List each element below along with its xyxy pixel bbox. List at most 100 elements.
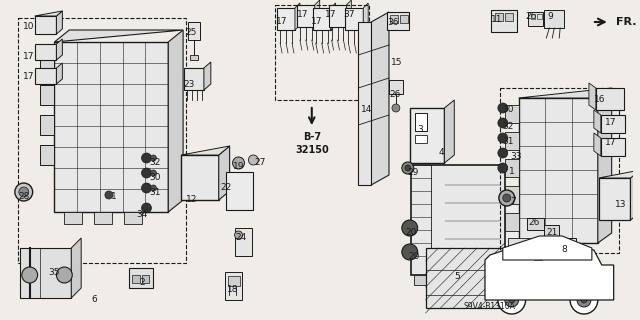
Text: 13: 13 [615,200,627,209]
Circle shape [581,297,587,303]
Bar [527,218,545,230]
Circle shape [150,185,156,191]
Bar [545,225,559,243]
Text: 17: 17 [23,72,35,81]
Circle shape [141,168,152,178]
Text: 24: 24 [235,233,246,242]
Bar [297,5,315,27]
Bar [54,42,168,212]
Polygon shape [219,146,230,200]
Bar [40,115,54,135]
Circle shape [232,157,244,169]
Polygon shape [315,0,320,27]
Polygon shape [594,133,601,156]
Polygon shape [503,236,592,260]
Circle shape [498,133,508,143]
Text: 17: 17 [276,17,288,26]
Text: 11: 11 [491,15,502,24]
Text: 17: 17 [325,10,337,19]
Bar [389,80,403,94]
Bar [94,212,112,224]
Bar [505,13,513,21]
Text: 15: 15 [391,58,403,67]
Bar [190,55,198,60]
Text: 37: 37 [344,10,355,19]
Bar [18,18,186,263]
Text: 2: 2 [140,278,145,287]
Bar [328,5,346,27]
Circle shape [498,103,508,113]
Text: 29: 29 [407,168,419,177]
Text: 32: 32 [150,158,161,167]
Polygon shape [630,170,640,220]
Text: 25: 25 [186,28,196,37]
Circle shape [105,191,113,199]
Polygon shape [331,3,335,30]
Bar [491,10,516,32]
Bar [531,14,536,19]
Bar [518,98,598,243]
Polygon shape [35,11,62,16]
Bar [505,132,518,150]
Polygon shape [181,146,230,155]
Text: 17: 17 [297,10,308,19]
Text: 4: 4 [438,148,444,157]
Text: 8: 8 [561,245,567,254]
Polygon shape [56,39,62,60]
Circle shape [509,297,515,303]
Bar [538,238,566,258]
Text: S9V4-B1310A: S9V4-B1310A [463,302,515,311]
Text: 17: 17 [311,17,323,26]
Text: 22: 22 [220,183,231,192]
Circle shape [498,118,508,128]
Circle shape [15,183,33,201]
Bar [426,248,505,308]
Text: B-7: B-7 [303,132,321,142]
Text: 31: 31 [502,137,513,146]
Bar [601,138,625,156]
Polygon shape [54,30,183,42]
Circle shape [141,183,152,193]
Circle shape [577,293,591,307]
Polygon shape [589,83,596,110]
Text: 33: 33 [510,152,522,161]
Text: 10: 10 [23,22,35,31]
Polygon shape [444,100,454,163]
Polygon shape [371,12,389,185]
Bar [132,275,140,283]
Text: 36: 36 [387,18,399,27]
Bar [188,22,200,40]
Bar [413,275,431,285]
Bar [65,212,82,224]
Text: 20: 20 [408,252,419,261]
Text: 17: 17 [605,118,616,127]
Text: 32150: 32150 [295,145,329,155]
Text: 14: 14 [360,105,372,114]
Circle shape [19,187,29,197]
Bar [275,5,369,100]
Polygon shape [364,3,368,30]
Bar [410,108,444,163]
Circle shape [570,286,598,314]
Bar [277,8,295,30]
Polygon shape [594,110,601,133]
Text: FR.: FR. [616,17,636,27]
Bar [40,145,54,165]
Bar [141,275,150,283]
Circle shape [235,231,243,239]
Bar [495,13,503,21]
Circle shape [505,293,518,307]
Bar [40,85,54,105]
Text: 1: 1 [111,192,116,201]
Bar [599,178,630,220]
Text: 19: 19 [233,162,244,171]
Text: 18: 18 [227,285,238,294]
Text: 26: 26 [526,12,537,21]
Text: 35: 35 [49,268,60,277]
Bar [124,212,141,224]
Circle shape [402,220,418,236]
Bar [346,8,364,30]
Text: 32: 32 [502,122,513,131]
Bar [225,272,243,300]
Circle shape [498,148,508,158]
